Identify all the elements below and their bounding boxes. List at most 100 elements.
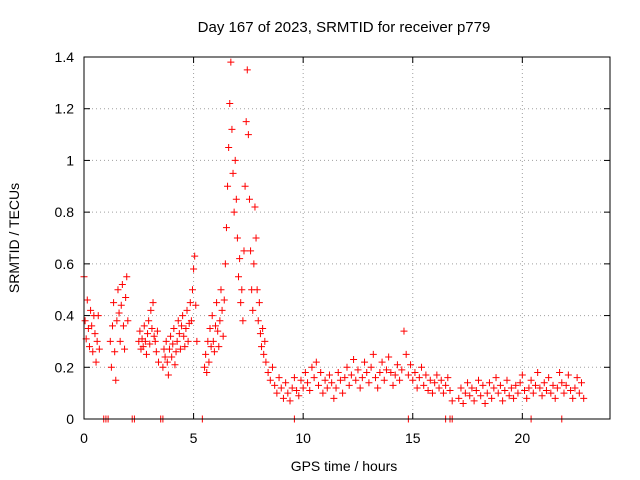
data-point bbox=[169, 340, 177, 348]
data-point bbox=[149, 299, 157, 307]
data-point bbox=[488, 394, 496, 402]
data-point bbox=[374, 384, 382, 392]
data-point bbox=[347, 371, 355, 379]
data-point bbox=[540, 379, 548, 387]
data-point bbox=[118, 281, 126, 289]
data-point bbox=[262, 358, 270, 366]
data-point bbox=[150, 332, 158, 340]
data-point bbox=[240, 247, 248, 255]
data-point bbox=[376, 368, 384, 376]
data-point bbox=[481, 399, 489, 407]
data-point bbox=[350, 356, 358, 364]
data-point bbox=[282, 379, 290, 387]
data-point bbox=[239, 317, 247, 325]
data-point bbox=[237, 299, 245, 307]
data-point bbox=[231, 156, 239, 164]
data-point bbox=[203, 368, 211, 376]
data-point bbox=[496, 381, 504, 389]
data-point bbox=[167, 332, 175, 340]
data-point bbox=[233, 234, 241, 242]
data-point bbox=[260, 350, 268, 358]
axis-ticks: 0 0.2 0.4 0.6 0.8 1 1.2 1.4 0 5 10 15 20 bbox=[55, 49, 610, 446]
data-point bbox=[121, 345, 129, 353]
data-point bbox=[365, 379, 373, 387]
data-point bbox=[255, 299, 263, 307]
data-point bbox=[173, 337, 181, 345]
data-point bbox=[315, 381, 323, 389]
x-tick-label: 0 bbox=[80, 430, 88, 446]
data-point bbox=[250, 260, 258, 268]
data-point bbox=[415, 374, 423, 382]
data-point bbox=[468, 384, 476, 392]
data-point bbox=[202, 350, 210, 358]
data-point bbox=[286, 397, 294, 405]
data-point bbox=[426, 376, 434, 384]
data-point bbox=[152, 348, 160, 356]
data-point bbox=[141, 337, 149, 345]
data-point bbox=[299, 384, 307, 392]
data-point bbox=[575, 389, 583, 397]
data-point bbox=[201, 363, 209, 371]
data-point bbox=[435, 384, 443, 392]
data-point bbox=[220, 296, 228, 304]
data-point bbox=[330, 394, 338, 402]
data-point bbox=[124, 317, 132, 325]
data-point bbox=[448, 397, 456, 405]
data-point bbox=[139, 343, 147, 351]
data-point bbox=[531, 381, 539, 389]
data-point bbox=[213, 299, 221, 307]
data-point bbox=[477, 392, 485, 400]
data-point bbox=[277, 384, 285, 392]
data-point bbox=[235, 273, 243, 281]
data-point bbox=[85, 343, 93, 351]
data-point bbox=[312, 358, 320, 366]
x-tick-label: 5 bbox=[190, 430, 198, 446]
data-point bbox=[217, 286, 225, 294]
data-point bbox=[193, 337, 201, 345]
data-point bbox=[268, 363, 276, 371]
data-point bbox=[249, 306, 257, 314]
data-point bbox=[529, 389, 537, 397]
data-point bbox=[431, 379, 439, 387]
data-point bbox=[110, 299, 118, 307]
data-point bbox=[225, 144, 233, 151]
data-point bbox=[163, 358, 171, 366]
data-point bbox=[558, 379, 566, 387]
data-point bbox=[396, 376, 404, 384]
data-point bbox=[108, 322, 116, 330]
data-point bbox=[358, 374, 366, 382]
data-point bbox=[578, 379, 586, 387]
data-point bbox=[325, 371, 333, 379]
data-point bbox=[174, 317, 182, 325]
data-point bbox=[148, 325, 156, 332]
data-point bbox=[371, 374, 379, 382]
data-point bbox=[258, 343, 266, 351]
data-point bbox=[183, 306, 191, 314]
data-point bbox=[159, 363, 167, 371]
data-point bbox=[562, 381, 570, 389]
data-point bbox=[523, 394, 531, 402]
data-point bbox=[192, 301, 200, 309]
data-point bbox=[230, 208, 238, 216]
data-point bbox=[470, 397, 478, 405]
data-point bbox=[191, 252, 199, 260]
data-point bbox=[93, 337, 101, 345]
data-point bbox=[580, 394, 588, 402]
data-point bbox=[387, 368, 395, 376]
y-tick-label: 0.6 bbox=[55, 256, 75, 272]
data-point bbox=[219, 332, 227, 340]
data-point bbox=[521, 387, 529, 395]
data-point bbox=[514, 389, 522, 397]
data-point bbox=[459, 399, 467, 407]
data-point bbox=[284, 389, 292, 397]
data-point bbox=[123, 273, 131, 281]
data-point bbox=[534, 368, 542, 376]
y-tick-label: 0.8 bbox=[55, 204, 75, 220]
data-point bbox=[483, 389, 491, 397]
data-point bbox=[516, 379, 524, 387]
data-point bbox=[361, 358, 369, 366]
data-point bbox=[144, 330, 152, 338]
data-point bbox=[304, 379, 312, 387]
data-point bbox=[168, 353, 176, 361]
